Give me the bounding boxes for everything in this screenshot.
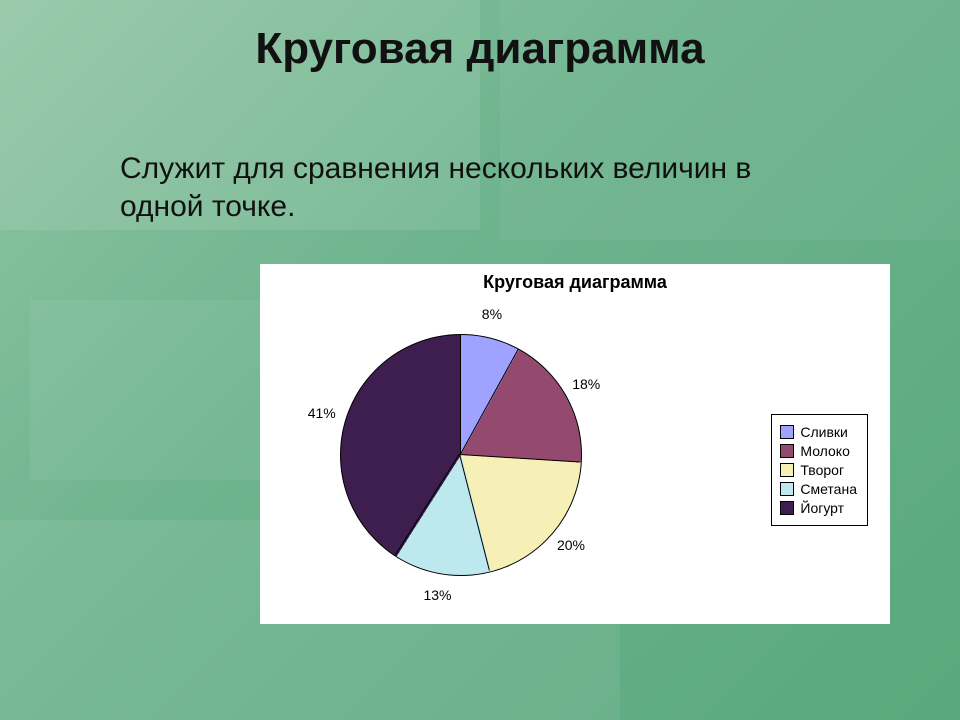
pie-slice-label: 41% [308,405,336,421]
pie-chart: 8%18%20%13%41% [340,334,580,574]
slide-title: Круговая диаграмма [0,24,960,74]
pie-slice-label: 18% [572,376,600,392]
legend-swatch [780,463,794,477]
legend-label: Сливки [800,424,847,440]
legend-label: Молоко [800,443,849,459]
slide-subtitle: Служит для сравнения нескольких величин … [120,150,840,225]
legend-label: Творог [800,462,844,478]
legend-item: Сметана [780,481,857,497]
legend-swatch [780,444,794,458]
chart-body: 8%18%20%13%41% СливкиМолокоТворогСметана… [260,304,890,624]
chart-container: Круговая диаграмма 8%18%20%13%41% Сливки… [260,264,890,624]
pie-slice-label: 8% [482,306,502,322]
pie-slice-label: 20% [557,537,585,553]
legend-item: Молоко [780,443,857,459]
chart-title: Круговая диаграмма [260,264,890,293]
legend-item: Йогурт [780,500,857,516]
legend-swatch [780,501,794,515]
legend-label: Йогурт [800,500,844,516]
legend-swatch [780,482,794,496]
legend-item: Сливки [780,424,857,440]
legend-item: Творог [780,462,857,478]
legend-label: Сметана [800,481,857,497]
legend-swatch [780,425,794,439]
slide: Круговая диаграмма Служит для сравнения … [0,0,960,720]
pie-slice-label: 13% [423,587,451,603]
pie-slice-divider [460,334,461,454]
legend: Сливки Молоко Творог Сметана Йогурт [771,414,868,526]
